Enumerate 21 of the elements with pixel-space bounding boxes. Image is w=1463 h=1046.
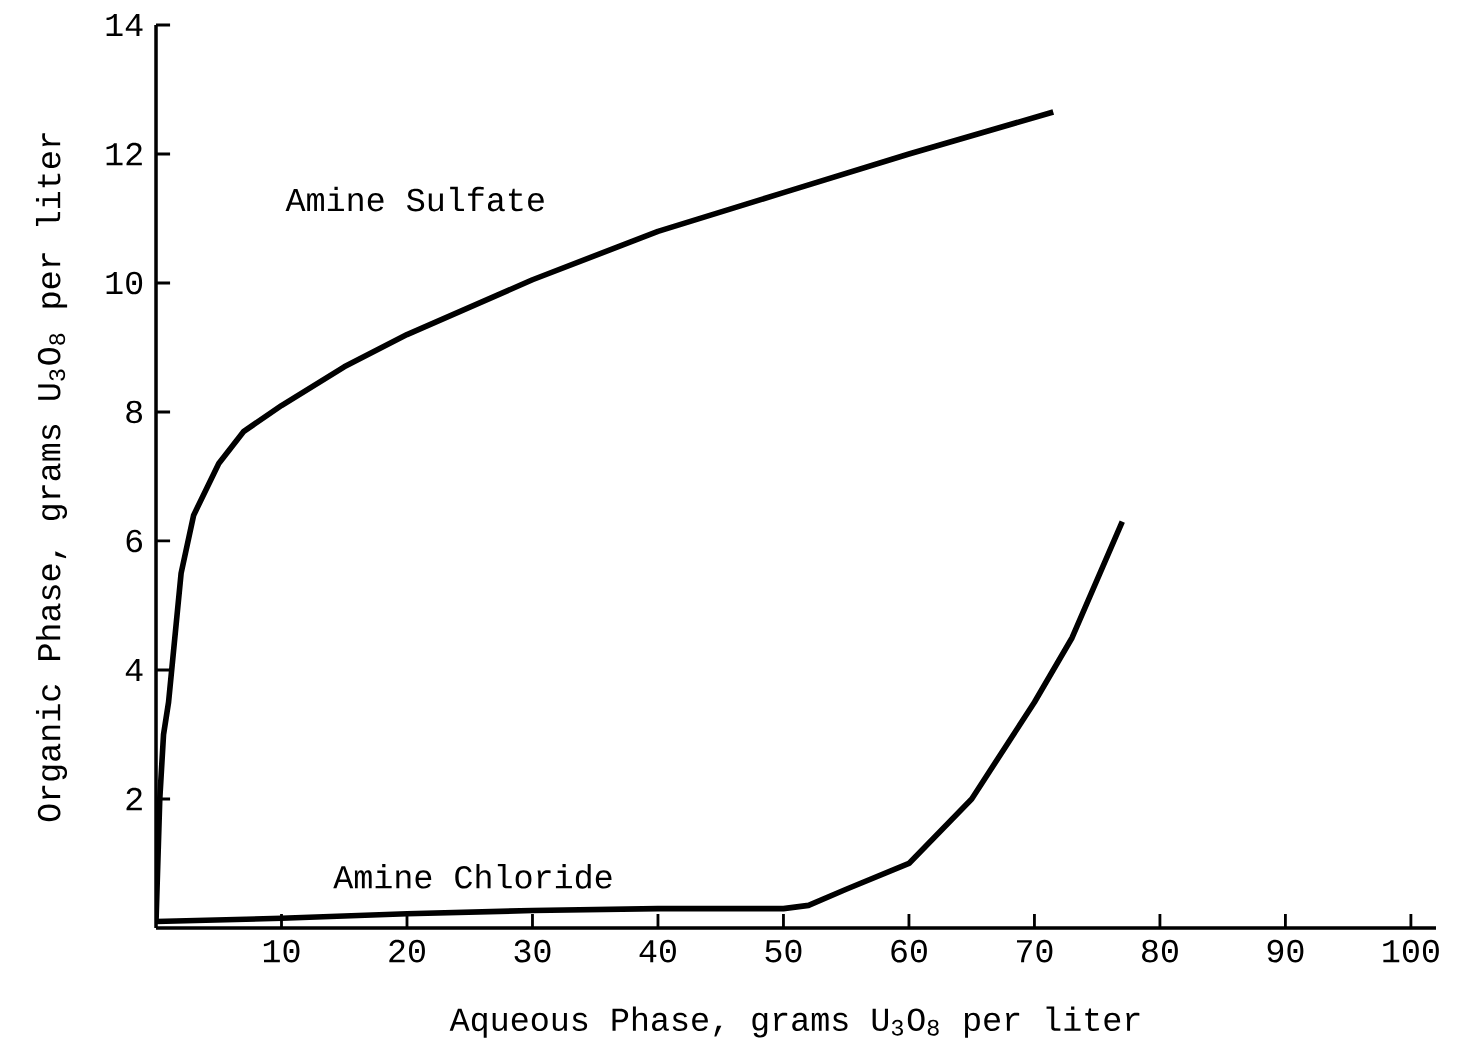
x-tick-label: 10 xyxy=(263,939,300,963)
x-tick-label: 70 xyxy=(1016,939,1053,963)
y-tick-label: 14 xyxy=(106,14,143,36)
y-tick-label: 12 xyxy=(106,142,142,166)
y-tick-label: 2 xyxy=(126,787,142,811)
y-tick-label: 6 xyxy=(126,529,142,553)
y-tick-label: 10 xyxy=(106,271,143,295)
series-label: Amine Chloride xyxy=(333,864,612,889)
y-tick-label: 4 xyxy=(125,658,143,681)
series-label: Amine Sulfate xyxy=(285,186,544,212)
y-axis-title: Organic Phase, grams U$_{3}$O$_{8}$ per liter xyxy=(35,133,68,822)
x-tick-label: 100 xyxy=(1383,939,1439,963)
x-tick-label: 50 xyxy=(765,939,802,963)
x-tick-label: 80 xyxy=(1142,939,1178,963)
x-axis-title: Aqueous Phase, grams U$_{3}$O$_{8}$ per liter xyxy=(449,1006,1140,1038)
x-tick-label: 40 xyxy=(639,939,676,963)
x-tick-label: 30 xyxy=(514,939,551,963)
x-tick-label: 60 xyxy=(891,939,927,963)
x-tick-label: 20 xyxy=(389,939,425,963)
y-tick-label: 8 xyxy=(126,400,142,424)
x-tick-label: 90 xyxy=(1267,939,1304,963)
